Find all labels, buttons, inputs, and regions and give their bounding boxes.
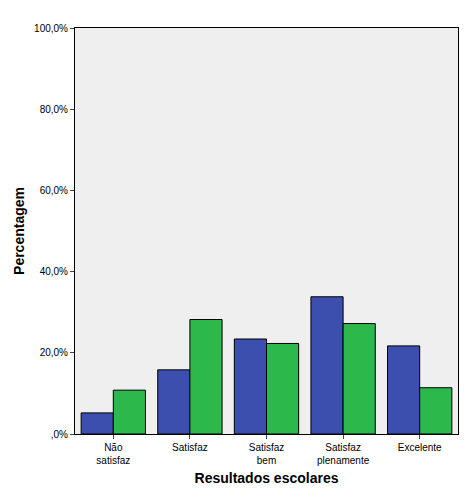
svg-text:Nãosatisfaz: Nãosatisfaz xyxy=(96,442,130,466)
svg-text:Excelente: Excelente xyxy=(398,442,442,453)
svg-text:Resultados escolares: Resultados escolares xyxy=(195,470,339,486)
svg-text:80,0%: 80,0% xyxy=(40,104,68,115)
svg-text:20,0%: 20,0% xyxy=(40,347,68,358)
svg-text:Satisfaz: Satisfaz xyxy=(172,442,208,453)
svg-text:Percentagem: Percentagem xyxy=(11,187,27,275)
svg-text:Satisfazplenamente: Satisfazplenamente xyxy=(317,442,370,466)
svg-text:100,0%: 100,0% xyxy=(34,23,68,34)
svg-text:Satisfazbem: Satisfazbem xyxy=(249,442,285,466)
svg-text:40,0%: 40,0% xyxy=(40,266,68,277)
svg-text:60,0%: 60,0% xyxy=(40,185,68,196)
svg-text:,0%: ,0% xyxy=(51,429,68,440)
